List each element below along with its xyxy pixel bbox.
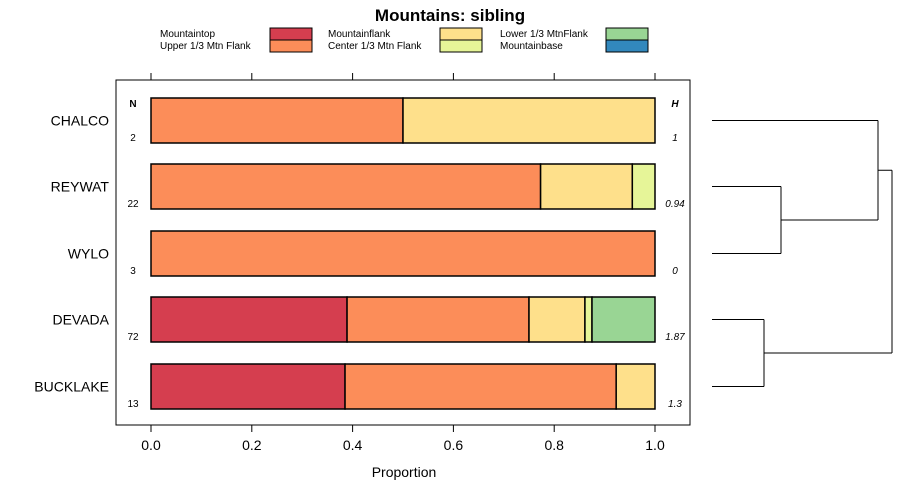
bar-segment-reywat-center-1-3-mtn-flank <box>631 163 656 210</box>
chart-title: Mountains: sibling <box>375 6 525 25</box>
axes: 0.0 0.2 0.4 0.6 0.8 1.0 <box>141 73 665 453</box>
h-value-chalco: 1 <box>672 133 678 144</box>
legend-swatch-center-1-3-mtn-flank <box>439 39 483 53</box>
row-labels: CHALCO 2 1 REYWAT 22 0.94 WYLO 3 0 DEVADA 72 1.87 BU… <box>34 113 685 411</box>
h-column-header: H <box>671 99 679 110</box>
bar-segment-wylo-upper-1-3-mtn-flank <box>150 230 656 277</box>
row-label-bucklake: BUCKLAKE <box>34 379 109 395</box>
bar-segment-devada-mountaintop <box>150 296 348 343</box>
x-axis-label: Proportion <box>372 464 437 480</box>
legend-swatch-lower-1-3-mtnflank <box>605 27 649 41</box>
x-tick-label: 0.8 <box>544 437 564 453</box>
n-value-bucklake: 13 <box>127 399 139 410</box>
bar-segment-reywat-upper-1-3-mtn-flank <box>150 163 542 210</box>
plot-frame <box>115 79 691 426</box>
legend-label-mountaintop: Mountaintop <box>160 29 215 40</box>
n-value-wylo: 3 <box>130 266 136 277</box>
row-label-devada: DEVADA <box>52 312 109 328</box>
h-value-wylo: 0 <box>672 266 678 277</box>
bar-segment-devada-mountainflank <box>528 296 586 343</box>
n-column-header: N <box>129 99 136 110</box>
n-value-reywat: 22 <box>127 199 139 210</box>
x-tick-label: 1.0 <box>645 437 665 453</box>
legend-swatch-mountainflank <box>439 27 483 41</box>
row-label-wylo: WYLO <box>68 246 109 262</box>
bar-segment-chalco-mountainflank <box>402 97 656 144</box>
x-tick-label: 0.6 <box>444 437 464 453</box>
bar-segment-chalco-upper-1-3-mtn-flank <box>150 97 404 144</box>
bars <box>150 97 656 410</box>
bar-segment-bucklake-upper-1-3-mtn-flank <box>344 363 617 410</box>
legend-label-center-1-3-mtn-flank: Center 1/3 Mtn Flank <box>328 41 422 52</box>
h-value-bucklake: 1.3 <box>668 399 682 410</box>
n-value-devada: 72 <box>127 332 139 343</box>
h-value-devada: 1.87 <box>665 332 685 343</box>
row-label-chalco: CHALCO <box>51 113 109 129</box>
legend-label-mountainbase: Mountainbase <box>500 41 563 52</box>
x-tick-label: 0.4 <box>343 437 363 453</box>
h-value-reywat: 0.94 <box>665 199 685 210</box>
bar-segment-devada-upper-1-3-mtn-flank <box>346 296 530 343</box>
n-value-chalco: 2 <box>130 133 136 144</box>
row-label-reywat: REYWAT <box>51 179 110 195</box>
bar-segment-bucklake-mountainflank <box>615 363 656 410</box>
bar-segment-devada-center-1-3-mtn-flank <box>584 296 593 343</box>
bar-segment-reywat-mountainflank <box>539 163 634 210</box>
legend-label-lower-1-3-mtnflank: Lower 1/3 MtnFlank <box>500 29 589 40</box>
legend-swatch-mountainbase <box>605 39 649 53</box>
x-tick-label: 0.2 <box>242 437 262 453</box>
bar-segment-devada-lower-1-3-mtnflank <box>591 296 656 343</box>
legend-swatch-upper-1-3-mtn-flank <box>269 39 313 53</box>
legend-label-mountainflank: Mountainflank <box>328 29 391 40</box>
dendrogram <box>712 120 893 387</box>
x-tick-label: 0.0 <box>141 437 161 453</box>
legend-swatch-mountaintop <box>269 27 313 41</box>
legend-label-upper-1-3-mtn-flank: Upper 1/3 Mtn Flank <box>160 41 252 52</box>
bar-segment-bucklake-mountaintop <box>150 363 346 410</box>
